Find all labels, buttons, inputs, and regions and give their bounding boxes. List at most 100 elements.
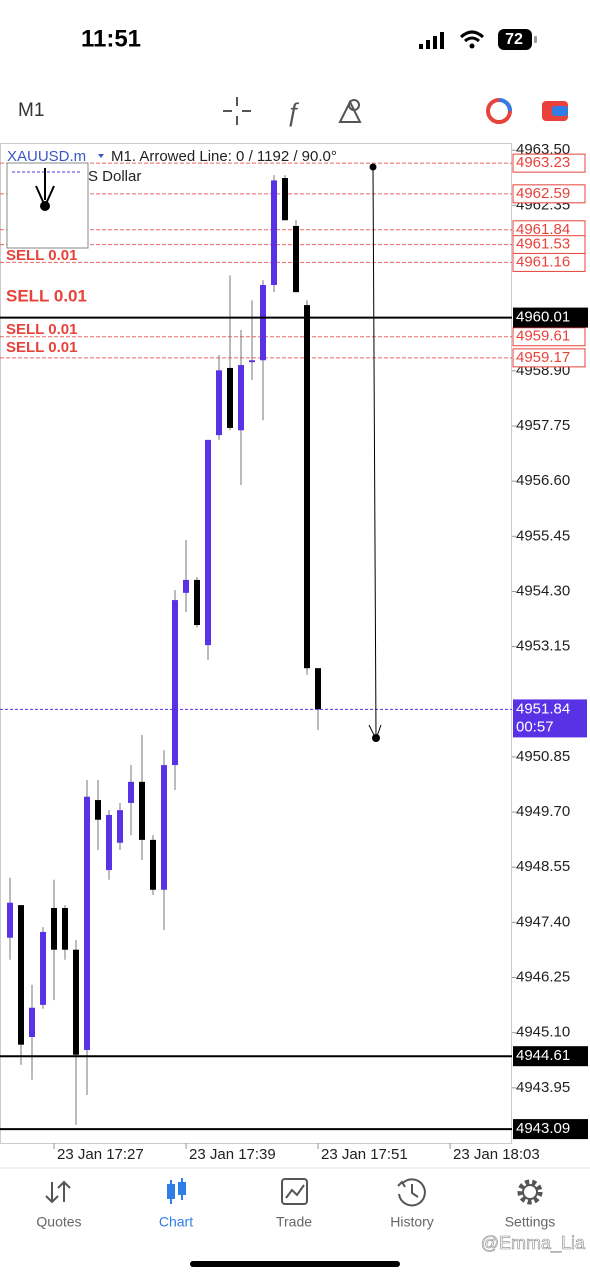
order-level-label: 4959.61 [516, 328, 570, 345]
candle-body [51, 907, 57, 950]
order-label: SELL 0.01 [6, 321, 77, 338]
y-tick-label: 4954.30 [516, 582, 570, 599]
candle-body [7, 902, 13, 938]
candle-body [95, 800, 101, 820]
order-level-label: 4961.84 [516, 221, 570, 238]
candle-body [29, 1007, 35, 1038]
tab-quotes[interactable]: Quotes [36, 1214, 81, 1230]
candle-body [40, 931, 46, 1005]
order-level-box [512, 184, 586, 204]
y-tick-label: 4947.40 [516, 913, 570, 930]
account-button[interactable] [486, 98, 512, 124]
candle-body [62, 907, 68, 950]
symbol-description: S Dollar [88, 168, 141, 185]
level-box [513, 1119, 588, 1140]
y-tick-label: 4955.45 [516, 527, 570, 544]
candle-body [172, 600, 178, 766]
candle-body [304, 305, 310, 669]
candle-body [282, 178, 288, 221]
candle-body [315, 668, 321, 710]
candle-body [249, 360, 255, 363]
candle-body [150, 839, 156, 890]
indicators-button[interactable]: ƒ [286, 97, 300, 127]
tab-history[interactable]: History [390, 1214, 434, 1230]
trade-icon [281, 1178, 308, 1205]
candle-body [117, 810, 123, 843]
order-label: SELL 0.01 [6, 286, 87, 305]
settings-icon [517, 1179, 543, 1205]
timeframe-button[interactable]: M1 [18, 100, 44, 121]
battery-level: 72 [505, 31, 523, 48]
order-level-label: 4959.17 [516, 349, 570, 366]
tab-settings[interactable]: Settings [505, 1214, 556, 1230]
wifi-icon [459, 30, 485, 43]
history-icon [397, 1178, 426, 1207]
objects-button[interactable] [338, 99, 362, 123]
arrowed-line-handle[interactable] [372, 734, 380, 742]
candle-body [139, 781, 145, 840]
level-box [513, 307, 588, 328]
x-tick-label: 23 Jan 18:03 [453, 1146, 540, 1163]
y-tick-label: 4950.85 [516, 748, 570, 765]
candle-body [238, 365, 244, 431]
y-tick-label: 4948.55 [516, 858, 570, 875]
arrowed-line[interactable] [372, 166, 377, 737]
candle-body [106, 814, 112, 871]
crosshair-button[interactable] [223, 97, 251, 125]
candle-body [183, 579, 189, 593]
order-level-label: 4961.53 [516, 236, 570, 253]
tab-chart[interactable]: Chart [159, 1214, 193, 1230]
tab-trade[interactable]: Trade [276, 1214, 312, 1230]
status-time: 11:51 [81, 25, 141, 52]
order-level-box [512, 348, 586, 368]
order-level-label: 4963.23 [516, 154, 570, 171]
y-tick-label: 4946.25 [516, 969, 570, 986]
battery-icon [498, 29, 532, 50]
candle-body [216, 370, 222, 436]
y-tick-label: 4957.75 [516, 417, 570, 434]
signal-icon [419, 32, 444, 49]
bid-label: 4951.84 [516, 700, 570, 717]
level-label: 4943.09 [516, 1120, 570, 1137]
candle-body [271, 180, 277, 285]
symbol-dropdown[interactable] [98, 154, 104, 158]
battery-tip [534, 36, 537, 43]
candle-body [293, 225, 299, 293]
y-tick-label: 4956.60 [516, 472, 570, 489]
y-tick-label: 4949.70 [516, 803, 570, 820]
candle-body [205, 439, 211, 646]
watermark: @Emma_Lia [481, 1233, 586, 1254]
order-label: SELL 0.01 [6, 247, 77, 264]
y-tick-label: 4943.95 [516, 1079, 570, 1096]
panel-dot [40, 201, 50, 211]
level-label: 4944.61 [516, 1047, 570, 1064]
symbol-name: XAUUSD.m [7, 148, 86, 165]
bid-timer: 00:57 [516, 718, 554, 735]
object-info: M1. Arrowed Line: 0 / 1192 / 90.0° [111, 148, 337, 165]
y-tick-label: 4945.10 [516, 1024, 570, 1041]
order-level-box [512, 153, 586, 173]
order-level-label: 4961.16 [516, 253, 570, 270]
candle-body [84, 796, 90, 1050]
home-indicator [190, 1261, 400, 1267]
y-tick-label: 4953.15 [516, 638, 570, 655]
candle-body [128, 781, 134, 803]
candle-body [260, 284, 266, 361]
level-label: 4960.01 [516, 309, 570, 326]
candle-body [194, 579, 200, 626]
x-tick-label: 23 Jan 17:27 [57, 1146, 144, 1163]
order-level-label: 4962.59 [516, 185, 570, 202]
candle-body [227, 367, 233, 428]
candle-body [18, 905, 24, 1045]
trade-button[interactable] [542, 101, 568, 121]
quotes-icon [45, 1180, 71, 1204]
arrowed-line-handle[interactable] [369, 163, 377, 171]
wifi-dot [469, 43, 475, 49]
chart-icon [167, 1178, 186, 1204]
candle-body [161, 765, 167, 890]
order-level-box [512, 252, 586, 272]
bid-box [513, 699, 587, 738]
x-tick-label: 23 Jan 17:39 [189, 1146, 276, 1163]
